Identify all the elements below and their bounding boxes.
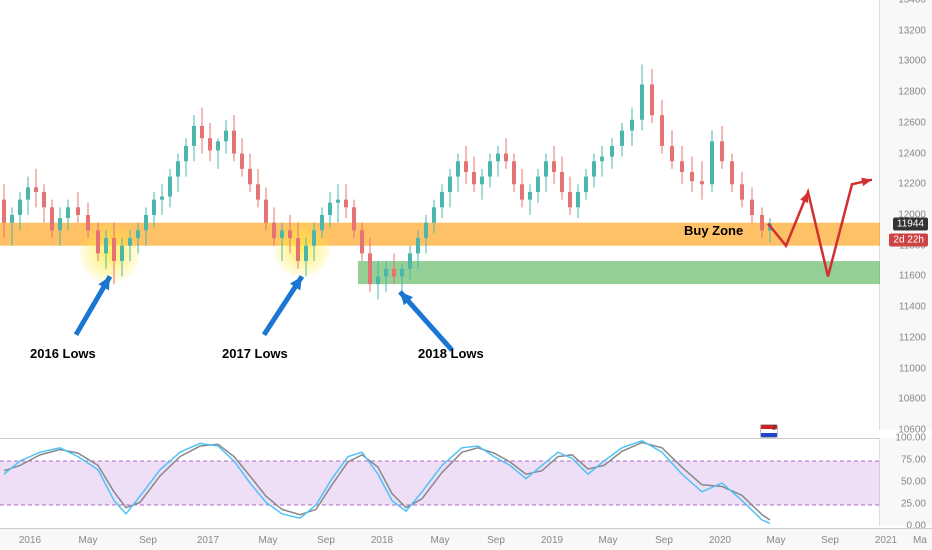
- oscillator-panel[interactable]: [0, 438, 880, 526]
- price-axis: 1060010800110001120011400116001180012000…: [880, 0, 932, 430]
- svg-text:2018 Lows: 2018 Lows: [418, 346, 484, 361]
- svg-text:2017 Lows: 2017 Lows: [222, 346, 288, 361]
- chart-canvas: 2016 Lows 2017 Lows 2018 Lows Buy Zone: [0, 0, 880, 430]
- price-chart[interactable]: 2016 Lows2017 Lows2018 LowsBuy Zone 2: [0, 0, 880, 430]
- watermark-badge: 2: [760, 424, 778, 438]
- oscillator-canvas: [0, 439, 880, 527]
- svg-text:Buy Zone: Buy Zone: [684, 223, 743, 238]
- svg-text:2016 Lows: 2016 Lows: [30, 346, 96, 361]
- oscillator-axis: 0.0025.0050.0075.00100.00: [880, 438, 932, 526]
- time-axis: 2016MaySep2017MaySep2018MaySep2019MaySep…: [0, 528, 932, 550]
